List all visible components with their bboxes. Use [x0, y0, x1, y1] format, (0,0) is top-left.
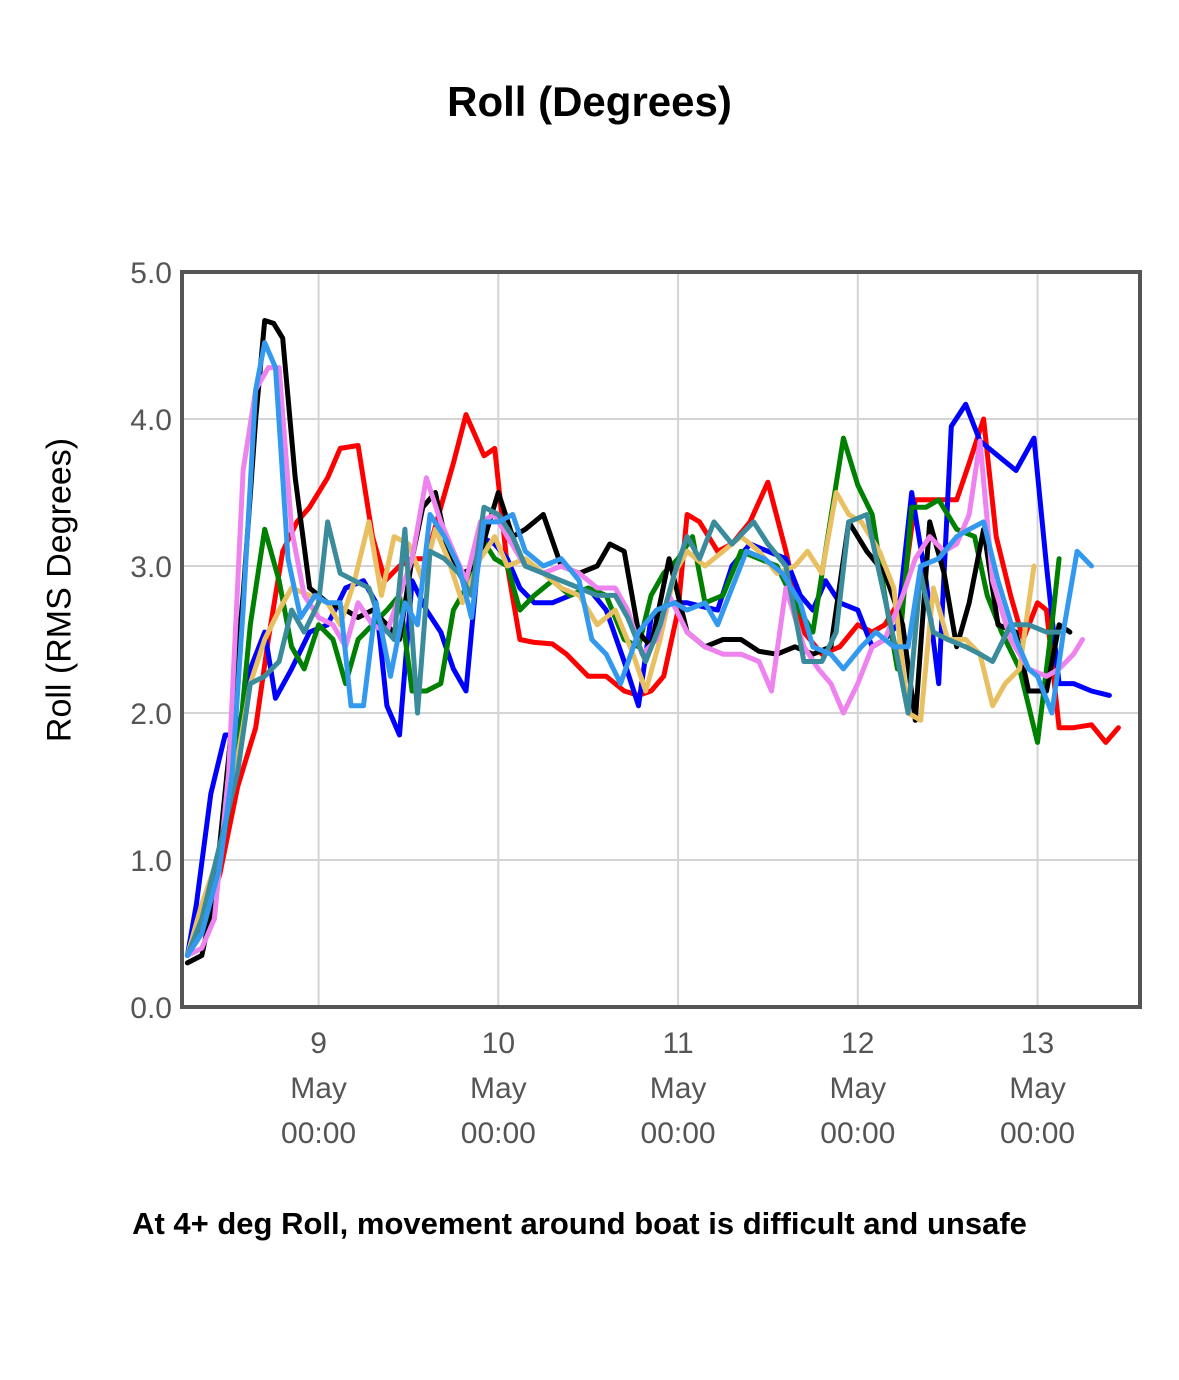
x-tick-label: 11 May 00:00	[641, 1027, 716, 1150]
series-line-5	[184, 490, 1037, 958]
chart-caption: At 4+ deg Roll, movement around boat is …	[132, 1206, 1027, 1241]
x-axis-ticks: 9 May 00:00 10 May 00:00 11 May 00:00 12 May 00:00 1…	[281, 1027, 1075, 1150]
y-axis-ticks: 0.0 1.0 2.0 3.0 4.0 5.0	[130, 257, 172, 1025]
y-tick-label: 4.0	[130, 404, 172, 437]
grid-lines	[182, 272, 1140, 1007]
series-line-4	[184, 318, 1073, 966]
x-tick-label: 12 May 00:00	[820, 1027, 895, 1150]
y-tick-label: 3.0	[130, 551, 172, 584]
chart-title: Roll (Degrees)	[447, 78, 732, 125]
y-tick-label: 2.0	[130, 698, 172, 731]
y-tick-label: 0.0	[130, 992, 172, 1025]
x-tick-label: 9 May 00:00	[281, 1027, 356, 1150]
y-tick-label: 1.0	[130, 845, 172, 878]
x-tick-label: 10 May 00:00	[461, 1027, 536, 1150]
series-line-3	[184, 435, 1062, 958]
x-tick-label: 13 May 00:00	[1000, 1027, 1075, 1150]
series-lines	[184, 318, 1121, 966]
series-line-6	[184, 365, 1085, 958]
series-line-8	[184, 340, 1094, 958]
y-tick-label: 5.0	[130, 257, 172, 290]
series-line-1	[184, 412, 1121, 958]
series-line-7	[184, 504, 1062, 958]
plot-frame	[180, 270, 1142, 1009]
